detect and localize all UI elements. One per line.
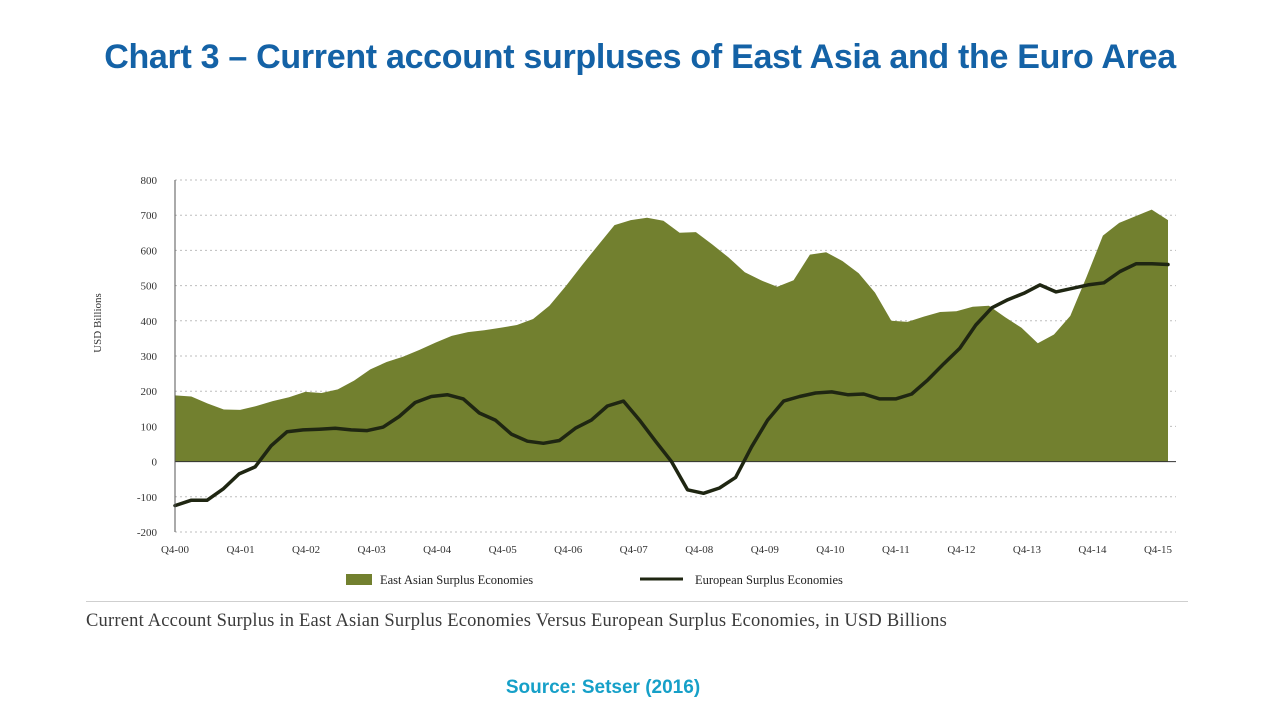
- y-tick-labels: 800 700 600 500 400 300 200 100 0 -100 -200: [137, 175, 158, 539]
- y-tick-label: 700: [141, 210, 158, 222]
- source-note: Source: Setser (2016): [505, 677, 701, 698]
- y-axis-label: USD Billions: [92, 293, 104, 353]
- y-tick-label: 500: [141, 281, 158, 293]
- east-asia-area: [175, 209, 1168, 462]
- y-tick-label: 200: [141, 386, 158, 398]
- legend-label-east-asia: East Asian Surplus Economies: [380, 573, 533, 587]
- legend-swatch-east-asia: [346, 574, 372, 585]
- x-tick-label: Q4-13: [1013, 544, 1042, 556]
- x-tick-label: Q4-15: [1144, 544, 1173, 556]
- x-tick-label: Q4-06: [554, 544, 583, 556]
- slide-title: Chart 3 – Current account surpluses of E…: [104, 38, 1176, 76]
- x-tick-label: Q4-04: [423, 544, 452, 556]
- x-tick-label: Q4-08: [685, 544, 714, 556]
- east-asia-area-series: [175, 209, 1168, 462]
- y-tick-label: 100: [141, 421, 158, 433]
- y-tick-label: 800: [141, 175, 158, 187]
- x-tick-label: Q4-01: [226, 544, 254, 556]
- legend: East Asian Surplus Economies European Su…: [346, 573, 843, 587]
- y-tick-label: -100: [137, 492, 158, 504]
- legend-label-europe: European Surplus Economies: [695, 573, 843, 587]
- x-tick-label: Q4-00: [161, 544, 190, 556]
- europe-line: [173, 262, 1170, 508]
- caption-divider: [86, 601, 1188, 602]
- europe-line-series: [173, 262, 1170, 508]
- x-tick-label: Q4-05: [489, 544, 518, 556]
- x-tick-labels: Q4-00 Q4-01 Q4-02 Q4-03 Q4-04 Q4-05 Q4-06 Q4-07…: [161, 544, 1173, 556]
- x-tick-label: Q4-07: [620, 544, 649, 556]
- y-tick-label: -200: [137, 527, 158, 539]
- x-tick-label: Q4-12: [947, 544, 975, 556]
- x-tick-label: Q4-14: [1078, 544, 1107, 556]
- y-tick-label: 600: [141, 245, 158, 257]
- x-tick-label: Q4-03: [358, 544, 387, 556]
- x-tick-label: Q4-02: [292, 544, 320, 556]
- x-tick-label: Q4-09: [751, 544, 780, 556]
- y-tick-label: 400: [141, 316, 158, 328]
- y-tick-label: 0: [152, 457, 158, 469]
- y-tick-label: 300: [141, 351, 158, 363]
- chart-caption: Current Account Surplus in East Asian Su…: [86, 611, 948, 631]
- x-tick-label: Q4-10: [816, 544, 845, 556]
- x-tick-label: Q4-11: [882, 544, 910, 556]
